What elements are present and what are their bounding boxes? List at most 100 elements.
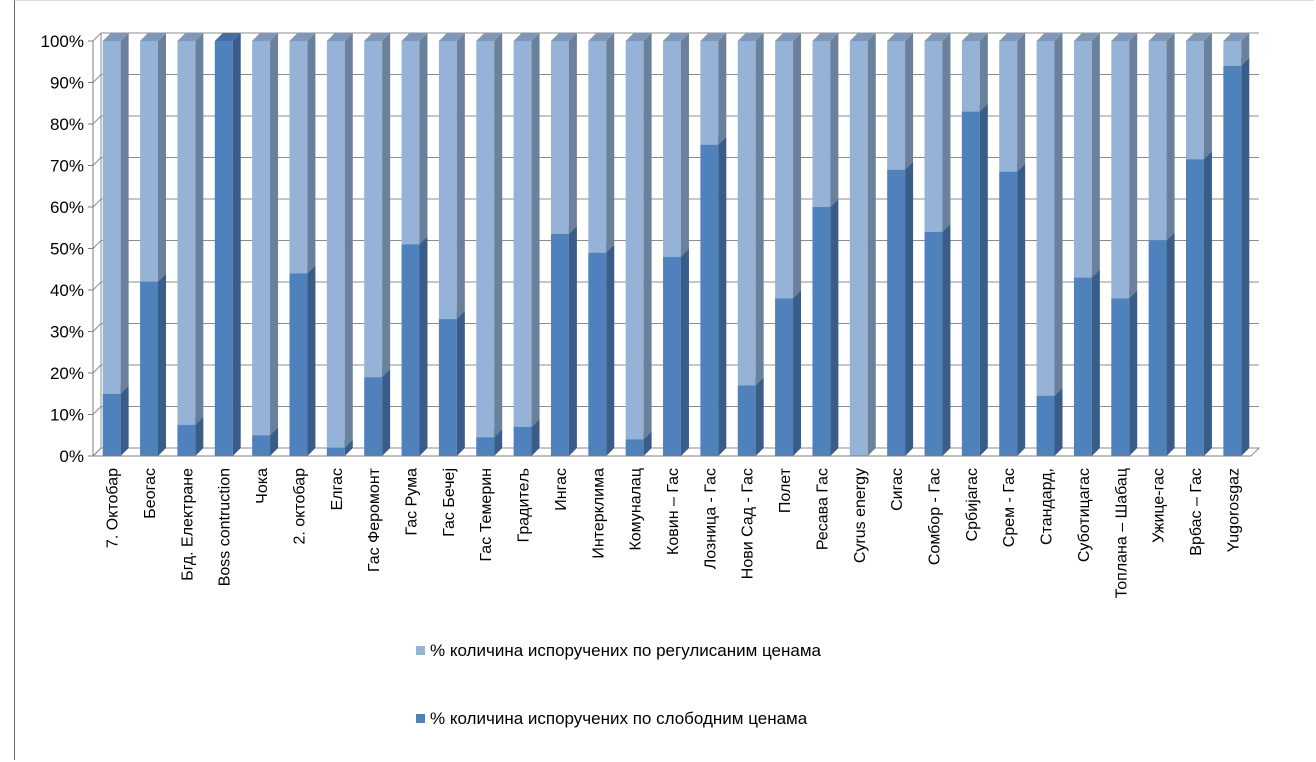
bar-segment [1073, 33, 1100, 278]
bar-segment [252, 33, 279, 436]
bar-segment [438, 311, 465, 456]
bar-segment [924, 33, 951, 232]
x-tick-label: Беогас [142, 468, 159, 519]
gridline-depth [92, 115, 102, 125]
y-tick-label: 70% [50, 157, 84, 176]
x-tick-label: Стандард, [1039, 468, 1056, 545]
y-tick-label: 10% [50, 406, 84, 425]
legend-swatch [416, 646, 425, 655]
x-tick-label: Boss contruction [217, 468, 234, 586]
y-tick-label: 20% [50, 364, 84, 383]
bar-segment [1073, 269, 1100, 456]
bar-segment [1036, 387, 1063, 456]
bar-segment [177, 33, 204, 425]
gridline-depth [92, 281, 102, 291]
chart-frame: 0% 10% 20% 30% 40% 50% 60% 70% 80% 90% 100% 7. Окт… [14, 0, 1314, 760]
gridline-depth [92, 240, 102, 249]
bar-segment [588, 33, 615, 253]
gridline-depth [92, 32, 102, 42]
bar-segment [849, 33, 876, 456]
bar-segment [140, 273, 166, 456]
x-tick-label: Ресава Гас [814, 468, 831, 550]
bar-segment [513, 33, 540, 427]
bar-segment [364, 369, 391, 456]
x-tick-label: Гас Рума [404, 468, 421, 536]
y-tick-label: 40% [50, 281, 84, 300]
x-tick-label: Ковин – Гас [665, 468, 682, 555]
bar-segment [1223, 33, 1250, 66]
x-tick-label: Елгас [329, 468, 346, 510]
y-tick-label: 30% [50, 323, 84, 342]
gridline-depth [92, 157, 102, 166]
x-tick-label: Срем - Гас [1001, 468, 1018, 547]
x-tick-label: Градитељ [516, 468, 533, 542]
bar-segment [1148, 232, 1175, 456]
gridline-depth [92, 198, 102, 208]
y-tick-label: 50% [50, 240, 84, 259]
x-tick-label: Полет [777, 467, 794, 513]
x-tick-label: Топлана – Шабац [1113, 468, 1130, 598]
bar-segment [812, 199, 839, 456]
bar-segment [775, 290, 802, 456]
bar-segment [812, 33, 839, 207]
y-tick-label: 100% [41, 32, 84, 51]
bar-segment [401, 236, 428, 456]
bar-segment [625, 33, 652, 440]
bar-segment [887, 161, 914, 456]
x-tick-label: Чока [254, 468, 271, 504]
x-tick-label: Yugorosgaz [1225, 468, 1242, 553]
legend: % количина испоручених по регулисаним це… [416, 641, 822, 728]
bar-segment [737, 33, 764, 386]
bar-segment [1186, 151, 1212, 456]
y-tick-label: 80% [50, 115, 84, 134]
x-tick-label: Нови Сад - Гас [740, 468, 757, 579]
bar-segment [289, 33, 316, 274]
x-tick-label: Гас Феромонт [366, 467, 383, 572]
x-tick-label: Сомбор - Гас [926, 468, 943, 565]
stacked-bar-chart: 0% 10% 20% 30% 40% 50% 60% 70% 80% 90% 100% 7. Окт… [41, 32, 1261, 728]
bar-segment [775, 33, 802, 299]
legend-label: % количина испоручених по слободним цена… [430, 709, 808, 728]
bar-segment [961, 103, 988, 457]
bar-segment [1111, 33, 1138, 299]
bar-segment [550, 225, 577, 456]
x-tick-label: Бгд. Електране [179, 468, 196, 581]
bar-segment [326, 33, 353, 448]
bar-segment [588, 244, 615, 456]
x-tick-label: Врбас – Гас [1188, 468, 1205, 556]
bar-segment [289, 265, 316, 456]
bar-segment [550, 33, 577, 234]
bar-segment [102, 33, 129, 394]
x-tick-label: Интерклима [590, 468, 607, 559]
x-tick-label: Cyrus energy [852, 468, 869, 563]
x-axis: 7. Октобар Беогас Бгд. Електране Boss contr… [93, 455, 1251, 598]
legend-label: % количина испоручених по регулисаним це… [430, 641, 822, 660]
bars [102, 33, 1250, 457]
bar-segment [1186, 33, 1212, 160]
y-tick-label: 0% [59, 447, 84, 466]
y-axis: 0% 10% 20% 30% 40% 50% 60% 70% 80% 90% 100% [41, 32, 94, 466]
bar-segment [1111, 290, 1138, 456]
x-tick-label: Суботицагас [1076, 468, 1093, 562]
x-tick-label: Ингас [553, 468, 570, 511]
bar-segment [140, 33, 166, 282]
x-tick-label: Лозница - Гас [702, 468, 719, 569]
x-tick-label: Ужице-гас [1151, 468, 1168, 543]
x-tick-label: 2. октобар [291, 468, 308, 545]
bar-segment [214, 33, 241, 456]
bar-segment [1036, 33, 1063, 396]
y-tick-label: 90% [50, 74, 84, 93]
gridline-depth [92, 406, 102, 415]
bar-segment [700, 136, 727, 456]
bar-segment [401, 33, 428, 245]
x-tick-label: Гас Темерин [478, 468, 495, 561]
gridline-depth [92, 364, 102, 374]
bar-segment [700, 33, 727, 145]
x-tick-label: Сигас [889, 468, 906, 511]
bar-segment [737, 377, 764, 456]
bar-segment [476, 33, 503, 438]
bar-segment [961, 33, 988, 112]
bar-segment [999, 33, 1026, 172]
bar-segment [364, 33, 391, 378]
bar-segment [999, 163, 1026, 456]
